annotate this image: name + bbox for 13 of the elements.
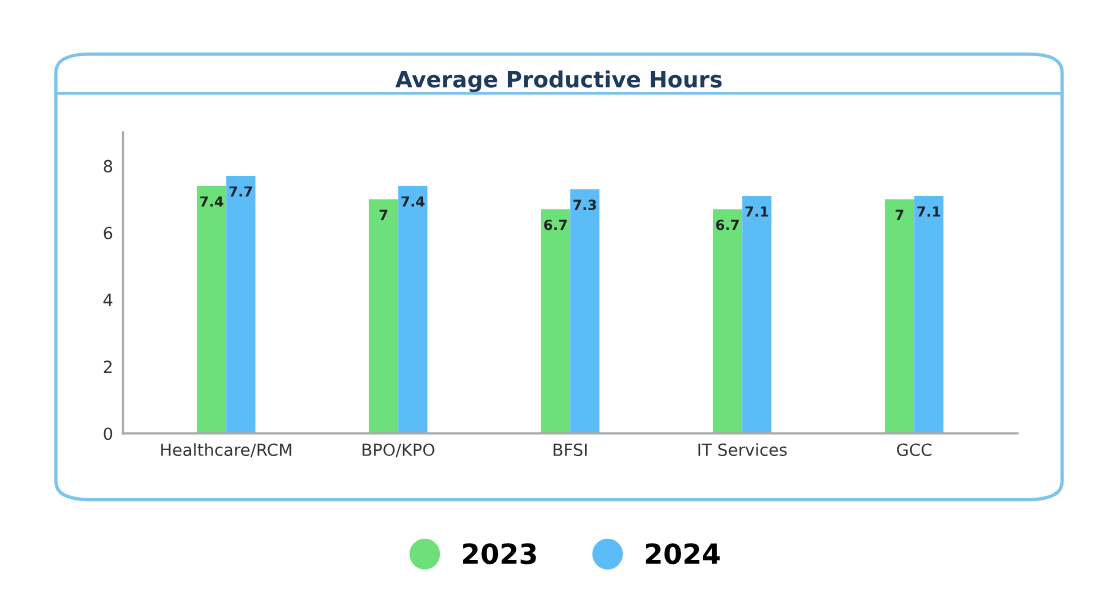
x-tick-label: GCC	[897, 443, 932, 457]
x-tick-label: BPO/KPO	[362, 443, 435, 458]
y-tick-label: 2	[103, 360, 112, 373]
legend-label: 2023	[463, 543, 536, 565]
chart-title: Average Productive Hours	[395, 70, 722, 93]
y-tick-label: 6	[103, 226, 113, 240]
y-tick-label: 8	[103, 159, 113, 173]
x-tick-label: Healthcare/RCM	[161, 443, 292, 458]
x-tick-label: IT Services	[698, 443, 787, 457]
y-tick-label: 0	[103, 427, 113, 441]
y-tick-label: 4	[103, 293, 113, 306]
legend-label: 2024	[645, 543, 720, 565]
x-tick-label: BFSI	[553, 443, 587, 457]
